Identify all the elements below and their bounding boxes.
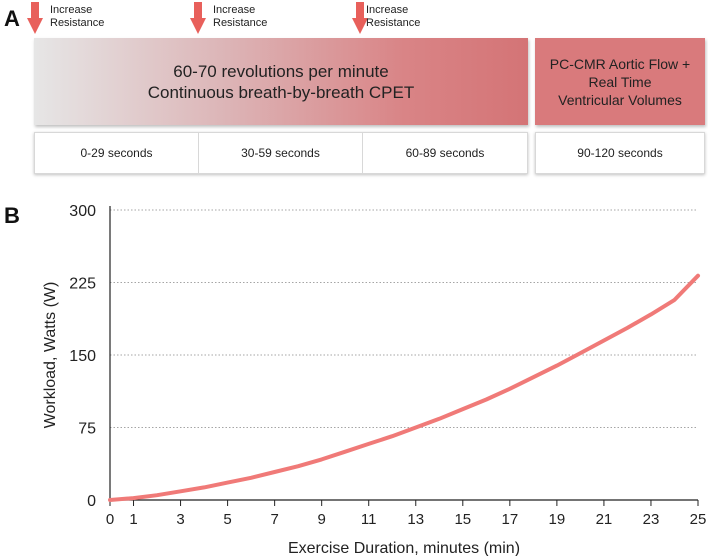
x-axis-title: Exercise Duration, minutes (min) [288,540,520,556]
cmr-phase-bar: PC-CMR Aortic Flow + Real Time Ventricul… [535,38,705,125]
time-segment: 30-59 seconds [199,133,363,173]
x-tick-label: 15 [454,511,471,528]
y-tick-label: 300 [69,203,96,220]
y-tick-label: 75 [78,421,96,438]
cmr-line1: PC-CMR Aortic Flow + [549,55,691,72]
panel-a-letter: A [4,6,20,31]
cmr-line3: Ventricular Volumes [558,91,682,108]
time-segment: 60-89 seconds [405,146,485,160]
grid-layer [110,209,698,428]
cpet-phase-bar: 60-70 revolutions per minute Continuous … [34,38,528,125]
time-segment-last-row: 90-120 seconds [535,132,705,174]
y-tick-label: 0 [87,493,96,510]
series-line [108,273,700,502]
x-tick-label: 13 [407,511,424,528]
arrow-label: Increase Resistance [213,4,268,29]
x-tick-label: 17 [501,511,518,528]
x-tick-label: 21 [596,511,613,528]
x-tick-label: 11 [361,511,377,528]
x-tick-label: 9 [318,511,326,528]
arrow-down-icon [27,2,43,34]
x-tick-label: 5 [223,511,231,528]
y-tick-label: 150 [69,348,96,365]
x-tick-label: 23 [643,511,660,528]
arrow-down-icon [190,2,206,34]
time-segment-last: 90-120 seconds [577,146,663,160]
time-segments-row: 0-29 seconds 30-59 seconds 60-89 seconds [34,132,528,174]
cpet-line2: Continuous breath-by-breath CPET [147,82,415,102]
cpet-line1: 60-70 revolutions per minute [173,61,389,81]
time-segment: 0-29 seconds [35,133,199,173]
x-tick-label: 19 [549,511,566,528]
arrow-down-icon [352,2,368,34]
arrow-label: Increase Resistance [366,4,421,29]
y-tick-label: 225 [69,276,96,293]
axis-layer [109,206,699,506]
x-tick-label: 25 [690,511,707,528]
cmr-line2: Real Time [588,73,652,90]
panel-b-letter: B [4,203,20,228]
series-layer [108,273,700,502]
x-tick-label: 1 [129,511,137,528]
y-axis-title: Workload, Watts (W) [42,282,59,429]
x-tick-label: 0 [106,511,114,528]
arrow-label: Increase Resistance [50,4,105,29]
x-tick-label: 3 [176,511,184,528]
x-tick-label: 7 [270,511,278,528]
